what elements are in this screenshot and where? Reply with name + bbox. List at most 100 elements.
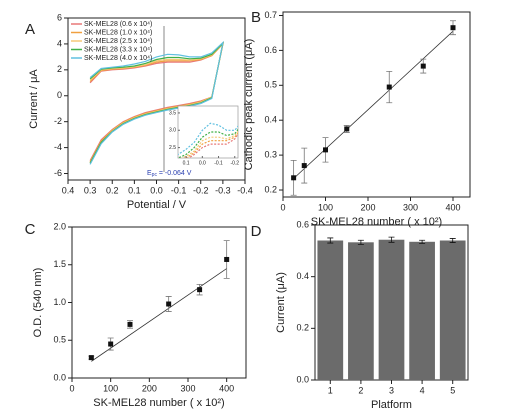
y-tick-label: -6 xyxy=(54,168,62,178)
y-axis-label: Cathodic peak current (μA) xyxy=(243,39,255,171)
data-point xyxy=(127,321,133,327)
x-axis-label: Platform xyxy=(371,399,412,411)
y-axis-label: Current / μA xyxy=(28,69,40,129)
x-tick-label: 300 xyxy=(180,383,195,393)
x-tick-label: 400 xyxy=(219,383,234,393)
data-point xyxy=(450,25,456,31)
data-point xyxy=(108,341,114,347)
y-tick-label: 1.0 xyxy=(53,297,66,307)
x-tick-label: 0.0 xyxy=(150,185,163,195)
plot-frame xyxy=(282,11,471,198)
data-point xyxy=(386,84,392,90)
y-tick-label: 0.5 xyxy=(264,80,277,90)
fit-line xyxy=(293,30,454,179)
panel-label: D xyxy=(251,223,262,240)
legend-label: SK-MEL28 (4.0 x 10⁴) xyxy=(84,55,152,62)
x-tick-label: 200 xyxy=(142,383,157,393)
data-point xyxy=(301,163,307,169)
y-tick-label: 0 xyxy=(57,90,62,100)
data-point xyxy=(291,175,297,181)
bar xyxy=(378,239,405,380)
y-tick-label: 0.0 xyxy=(296,374,309,384)
inset-plot xyxy=(178,122,238,158)
error-bar xyxy=(388,236,395,243)
y-tick-label: 0.3 xyxy=(264,149,277,159)
data-point xyxy=(166,301,172,307)
x-tick-label: 300 xyxy=(403,202,418,212)
panel-label: B xyxy=(251,9,261,26)
y-axis-label: Current (μA) xyxy=(275,272,287,333)
y-tick-label: 0.5 xyxy=(53,335,66,345)
data-point xyxy=(323,147,328,153)
data-point xyxy=(344,126,350,132)
y-tick-label: 0.6 xyxy=(296,219,309,229)
data-point xyxy=(197,287,203,293)
x-tick-label: 0.4 xyxy=(62,185,75,195)
x-tick-label: 100 xyxy=(318,202,333,212)
y-tick-label: 2 xyxy=(57,64,62,74)
x-tick-label: 400 xyxy=(445,202,460,212)
y-tick-label: 0.0 xyxy=(53,372,66,382)
plot-frame xyxy=(71,226,247,379)
inset-x-tick-label: -0.1 xyxy=(214,160,223,166)
x-tick-label: 5 xyxy=(450,385,455,395)
x-axis-label: Potential / V xyxy=(127,199,187,211)
y-tick-label: 0.2 xyxy=(264,184,277,194)
x-tick-label: 1 xyxy=(328,385,333,395)
bar xyxy=(317,240,344,380)
legend-label: SK-MEL28 (0.6 x 10⁴) xyxy=(84,21,152,28)
annotation-symbol: E xyxy=(147,170,152,177)
inset-y-tick-label: 3.0 xyxy=(169,128,176,134)
y-tick-label: 0.2 xyxy=(296,323,309,333)
y-tick-label: 2.0 xyxy=(53,221,66,231)
bar xyxy=(439,240,466,380)
annotation-text: = -0.064 V xyxy=(157,170,192,177)
bar xyxy=(348,242,374,380)
cv-curve xyxy=(178,122,238,156)
x-tick-label: 200 xyxy=(360,202,375,212)
error-bar xyxy=(327,237,334,244)
panel-label: C xyxy=(25,221,36,238)
x-tick-label: -0.4 xyxy=(237,185,253,195)
legend-label: SK-MEL28 (1.0 x 10⁴) xyxy=(84,29,152,36)
y-tick-label: 1.5 xyxy=(53,259,66,269)
inset-x-tick-label: -0.2 xyxy=(230,160,239,166)
panel-label: A xyxy=(25,21,35,38)
bar xyxy=(409,241,435,380)
x-tick-label: -0.2 xyxy=(193,185,209,195)
inset-y-tick-label: 2.5 xyxy=(169,145,176,151)
error-bar xyxy=(419,239,426,244)
legend-label: SK-MEL28 (2.5 x 10⁴) xyxy=(84,38,152,45)
legend-label: SK-MEL28 (3.3 x 10⁴) xyxy=(84,46,152,53)
error-bar xyxy=(357,239,364,245)
x-tick-label: 0 xyxy=(280,202,285,212)
data-point xyxy=(420,63,426,69)
y-axis-label: O.D. (540 nm) xyxy=(32,268,44,338)
inset-x-tick-label: 0.0 xyxy=(199,160,206,166)
x-axis-label: SK-MEL28 number ( x 10²) xyxy=(311,216,442,228)
x-tick-label: -0.1 xyxy=(171,185,187,195)
data-point xyxy=(88,355,94,361)
x-tick-label: 0.1 xyxy=(128,185,141,195)
x-tick-label: 4 xyxy=(420,385,425,395)
cv-curve xyxy=(89,40,224,165)
inset-x-tick-label: 0.1 xyxy=(183,160,190,166)
y-tick-label: 0.4 xyxy=(296,271,309,281)
y-tick-label: 0.4 xyxy=(264,115,277,125)
y-tick-label: 0.7 xyxy=(264,10,277,20)
inset-y-tick-label: 3.5 xyxy=(169,110,176,116)
error-bar xyxy=(449,238,456,243)
fit-line xyxy=(91,268,227,362)
x-tick-label: 0.2 xyxy=(106,185,119,195)
x-tick-label: 0 xyxy=(69,383,74,393)
annotation: Epc = -0.064 V xyxy=(147,170,192,178)
x-axis-label: SK-MEL28 number ( x 10²) xyxy=(93,397,224,409)
cv-curve xyxy=(178,128,238,158)
y-tick-label: -4 xyxy=(54,142,62,152)
y-tick-label: 4 xyxy=(57,38,62,48)
inset-frame xyxy=(177,105,239,159)
x-tick-label: -0.3 xyxy=(215,185,231,195)
x-tick-label: 0.3 xyxy=(84,185,97,195)
data-point xyxy=(224,256,230,262)
